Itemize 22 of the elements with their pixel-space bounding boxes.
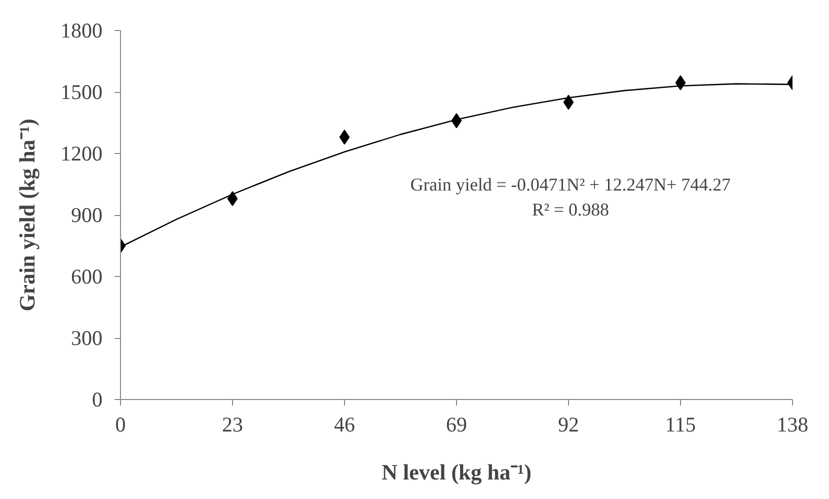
y-tick-label: 900 bbox=[71, 203, 102, 227]
annotation: R² = 0.988 bbox=[532, 200, 610, 220]
x-axis-title: N level (kg ha⁻¹) bbox=[382, 460, 532, 484]
x-tick-label: 92 bbox=[558, 412, 579, 436]
y-tick-label: 0 bbox=[92, 388, 102, 412]
y-tick-label: 1200 bbox=[60, 142, 102, 166]
y-tick-label: 1800 bbox=[60, 18, 102, 42]
y-tick-label: 300 bbox=[71, 326, 102, 350]
x-tick-label: 115 bbox=[665, 412, 696, 436]
x-tick-label: 69 bbox=[446, 412, 467, 436]
y-tick-label: 600 bbox=[71, 264, 102, 288]
y-axis-title: Grain yield (kg ha⁻¹) bbox=[14, 118, 40, 312]
x-tick-label: 138 bbox=[776, 412, 808, 436]
point bbox=[563, 94, 574, 110]
x-tick-label: 23 bbox=[222, 412, 243, 436]
point bbox=[339, 130, 350, 145]
annotation: Grain yield = -0.0471N² + 12.247N+ 744.27 bbox=[410, 174, 731, 194]
x-tick-label: 0 bbox=[115, 412, 126, 436]
point bbox=[675, 75, 686, 90]
x-tick-label: 46 bbox=[334, 412, 355, 436]
y-tick-label: 1500 bbox=[60, 80, 102, 104]
point bbox=[227, 191, 238, 206]
